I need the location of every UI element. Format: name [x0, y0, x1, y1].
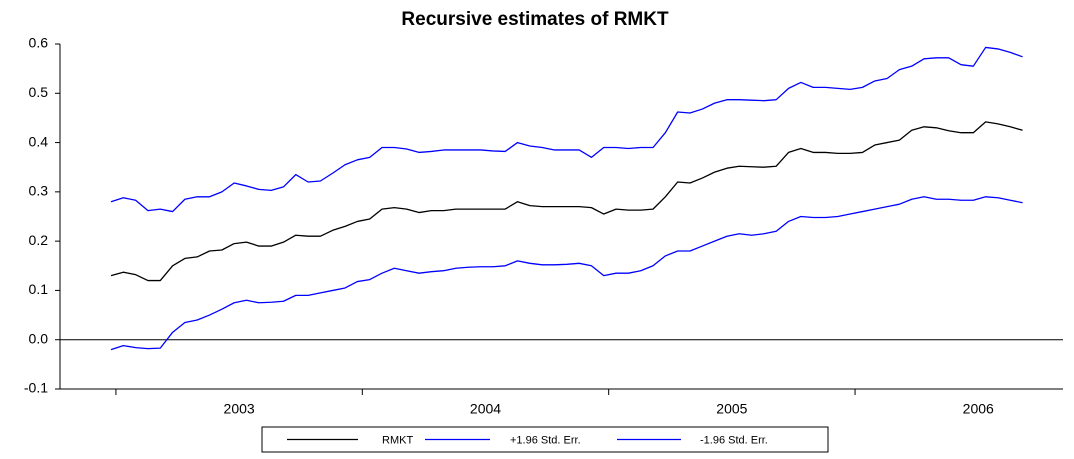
y-tick-label: 0.4 [29, 133, 49, 149]
y-tick-label: 0.5 [29, 84, 49, 100]
series-line [110, 121, 1023, 282]
x-tick-label: 2005 [716, 401, 747, 417]
y-tick-label: 0.6 [29, 35, 49, 51]
y-tick-label: 0.2 [29, 232, 49, 248]
series-line [110, 196, 1023, 351]
legend-label: +1.96 Std. Err. [510, 434, 581, 446]
x-tick-label: 2004 [470, 401, 501, 417]
chart-title: Recursive estimates of RMKT [401, 9, 669, 30]
y-tick-label: 0.1 [29, 281, 49, 297]
y-tick-label: 0.3 [29, 183, 49, 199]
x-tick-label: 2003 [224, 401, 255, 417]
y-tick-label: -0.1 [24, 380, 48, 396]
y-tick-label: 0.0 [29, 330, 49, 346]
x-tick-label: 2006 [963, 401, 994, 417]
series-line [110, 46, 1023, 213]
legend-label: RMKT [382, 434, 413, 446]
legend-label: -1.96 Std. Err. [700, 434, 768, 446]
